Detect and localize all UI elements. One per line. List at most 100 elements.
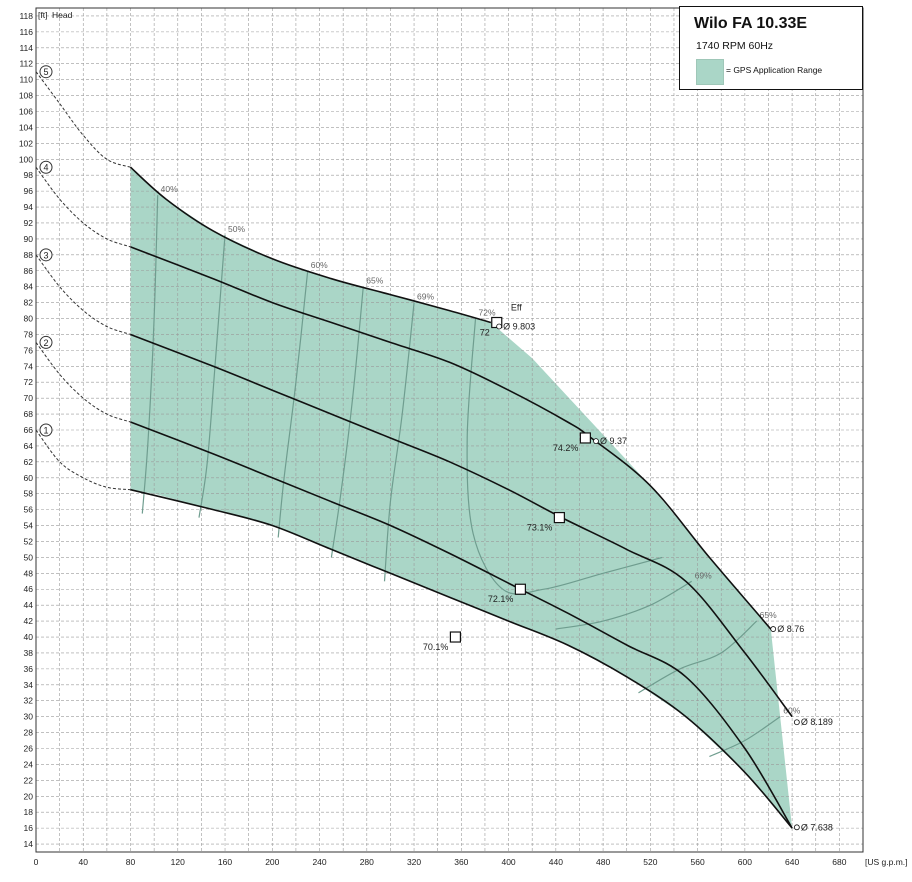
efficiency-line bbox=[709, 716, 781, 758]
impeller-curve bbox=[130, 333, 793, 718]
efficiency-label: 69% bbox=[417, 292, 434, 302]
end-marker bbox=[770, 626, 777, 632]
y-tick-label: 26 bbox=[24, 743, 34, 753]
x-tick-label: 400 bbox=[501, 857, 515, 867]
dashed-curve bbox=[35, 342, 131, 423]
y-tick-label: 40 bbox=[24, 632, 34, 642]
x-tick-label: 0 bbox=[34, 857, 39, 867]
bep-marker bbox=[449, 631, 462, 643]
y-tick-label: 98 bbox=[24, 170, 34, 180]
efficiency-line bbox=[141, 195, 159, 514]
y-tick-label: 114 bbox=[19, 43, 33, 53]
y-axis-name: Head bbox=[52, 10, 73, 20]
end-marker bbox=[793, 824, 800, 831]
curve-number-label: 3 bbox=[43, 250, 48, 260]
y-tick-label: 16 bbox=[24, 823, 34, 833]
x-tick-label: 640 bbox=[785, 857, 799, 867]
curve-number-label: 4 bbox=[43, 163, 48, 173]
y-tick-label: 102 bbox=[19, 138, 33, 148]
y-tick-label: 76 bbox=[24, 345, 34, 355]
end-label: Ø 9.37 bbox=[600, 436, 627, 446]
end-marker bbox=[793, 719, 800, 726]
curve-number-circle bbox=[39, 160, 53, 174]
end-label: Ø 8.189 bbox=[801, 717, 833, 727]
y-tick-label: 72 bbox=[24, 377, 34, 387]
y-tick-label: 34 bbox=[24, 680, 34, 690]
top-impeller-curve bbox=[129, 166, 492, 324]
bottom-impeller-curve bbox=[130, 488, 793, 829]
y-tick-label: 84 bbox=[24, 282, 34, 292]
bep-label: 72.1% bbox=[488, 594, 514, 604]
y-tick-label: 100 bbox=[19, 154, 33, 164]
y-tick-label: 30 bbox=[24, 712, 34, 722]
x-tick-label: 40 bbox=[79, 857, 89, 867]
y-tick-label: 116 bbox=[19, 27, 33, 37]
efficiency-label: 50% bbox=[228, 224, 245, 234]
y-tick-label: 32 bbox=[24, 696, 34, 706]
y-tick-label: 70 bbox=[24, 393, 34, 403]
y-tick-label: 36 bbox=[24, 664, 34, 674]
efficiency-line bbox=[198, 234, 226, 518]
y-tick-label: 112 bbox=[19, 59, 33, 69]
curve-number-circle bbox=[39, 248, 53, 262]
efficiency-line bbox=[330, 286, 364, 558]
curve-number-circle bbox=[39, 423, 53, 437]
y-tick-label: 58 bbox=[24, 489, 34, 499]
bep-label: 70.1% bbox=[423, 642, 449, 652]
y-tick-label: 64 bbox=[24, 441, 34, 451]
curve-number-circle bbox=[39, 65, 53, 79]
y-tick-label: 82 bbox=[24, 298, 34, 308]
efficiency-line bbox=[555, 580, 693, 630]
y-tick-label: 78 bbox=[24, 329, 34, 339]
y-tick-label: 118 bbox=[19, 11, 33, 21]
y-tick-label: 18 bbox=[24, 807, 34, 817]
bep-label: 74.2% bbox=[553, 443, 579, 453]
y-tick-label: 28 bbox=[24, 728, 34, 738]
efficiency-label: 40% bbox=[161, 184, 178, 194]
curve-number-label: 2 bbox=[43, 338, 48, 348]
dashed-curve bbox=[35, 429, 131, 491]
legend-swatch bbox=[696, 59, 724, 85]
x-tick-label: 160 bbox=[218, 857, 232, 867]
end-label: Ø 8.76 bbox=[777, 624, 804, 634]
bep-marker bbox=[579, 432, 591, 444]
x-tick-label: 80 bbox=[126, 857, 136, 867]
bep-label: 72 bbox=[480, 328, 490, 338]
y-tick-label: 104 bbox=[19, 122, 33, 132]
legend-title: Wilo FA 10.33E bbox=[694, 15, 808, 32]
curve-number-label: 1 bbox=[43, 426, 48, 436]
y-tick-label: 38 bbox=[24, 648, 34, 658]
y-tick-label: 94 bbox=[24, 202, 34, 212]
impeller-curve bbox=[130, 421, 793, 829]
efficiency-label: 60% bbox=[311, 260, 328, 270]
bep-marker bbox=[514, 583, 526, 595]
y-tick-label: 42 bbox=[24, 616, 34, 626]
y-tick-label: 50 bbox=[24, 552, 34, 562]
dashed-curve bbox=[35, 166, 131, 248]
y-tick-label: 74 bbox=[24, 361, 34, 371]
y-tick-label: 86 bbox=[24, 266, 34, 276]
y-tick-label: 62 bbox=[24, 457, 34, 467]
curve-number-label: 5 bbox=[43, 67, 48, 77]
y-tick-label: 20 bbox=[24, 791, 34, 801]
efficiency-line bbox=[383, 302, 415, 582]
x-tick-label: 320 bbox=[407, 857, 421, 867]
eff-tag: Eff bbox=[511, 303, 522, 313]
x-tick-label: 240 bbox=[312, 857, 326, 867]
y-tick-label: 92 bbox=[24, 218, 34, 228]
efficiency-line bbox=[638, 620, 758, 694]
y-tick-label: 54 bbox=[24, 521, 34, 531]
x-tick-label: 280 bbox=[360, 857, 374, 867]
y-tick-label: 66 bbox=[24, 425, 34, 435]
y-tick-label: 46 bbox=[24, 584, 34, 594]
x-tick-label: 680 bbox=[832, 857, 846, 867]
impeller-curve bbox=[130, 246, 772, 630]
y-tick-label: 22 bbox=[24, 775, 34, 785]
y-tick-label: 24 bbox=[24, 759, 34, 769]
application-range-area bbox=[130, 167, 793, 829]
y-tick-label: 110 bbox=[19, 75, 33, 85]
efficiency-label: 72% bbox=[478, 308, 495, 318]
y-tick-label: 52 bbox=[24, 536, 34, 546]
x-tick-label: 360 bbox=[454, 857, 468, 867]
